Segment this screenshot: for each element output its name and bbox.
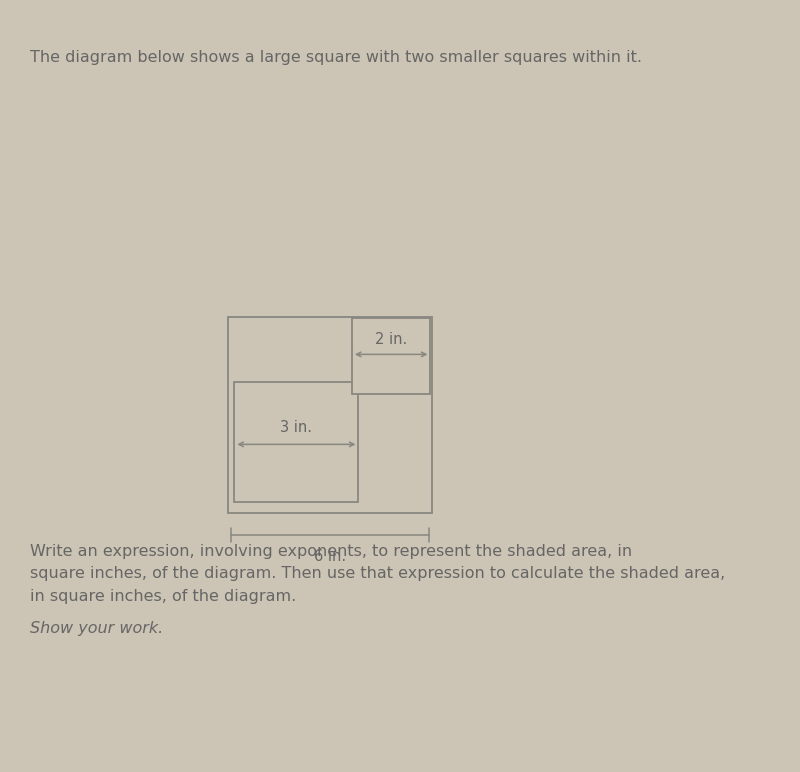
Text: Show your work.: Show your work. xyxy=(30,621,164,636)
Text: 2 in.: 2 in. xyxy=(375,332,407,347)
Text: 6 in.: 6 in. xyxy=(314,549,346,564)
Text: Write an expression, involving exponents, to represent the shaded area, in
squar: Write an expression, involving exponents… xyxy=(30,544,726,604)
Text: The diagram below shows a large square with two smaller squares within it.: The diagram below shows a large square w… xyxy=(30,50,642,65)
Bar xyxy=(234,382,358,502)
Text: 3 in.: 3 in. xyxy=(280,420,312,435)
Bar xyxy=(352,318,430,394)
Bar xyxy=(228,317,432,513)
